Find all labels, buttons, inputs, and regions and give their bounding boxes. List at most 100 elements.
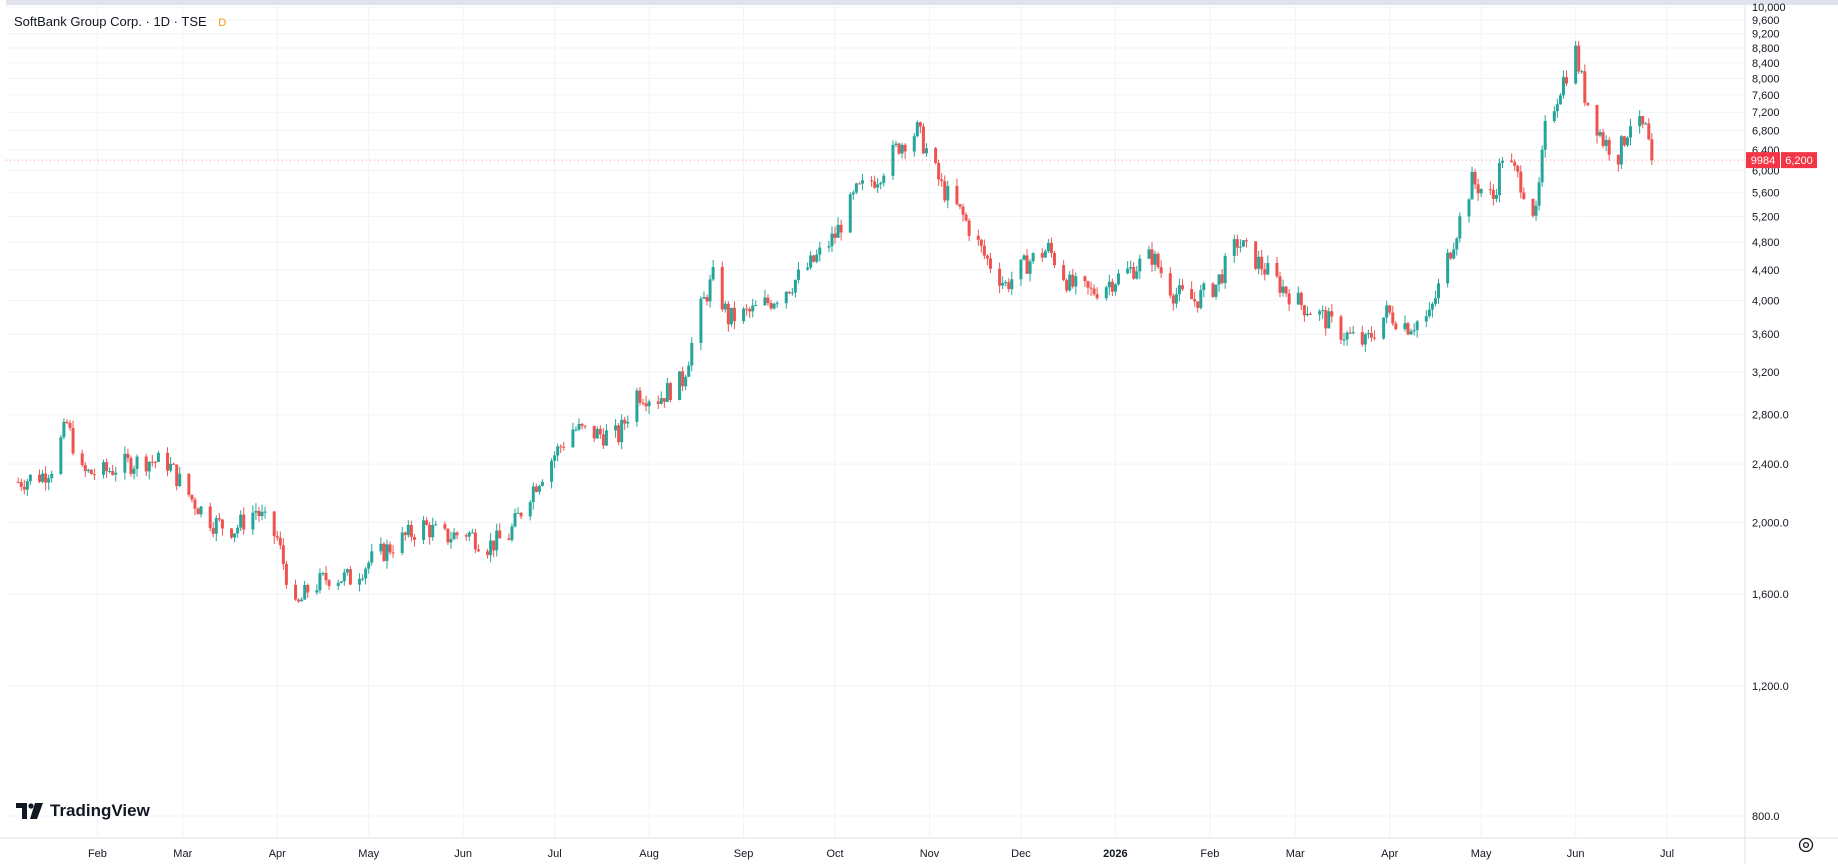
candle-body <box>434 524 438 526</box>
candle-body <box>870 180 874 182</box>
x-tick-label: Mar <box>1286 848 1305 860</box>
candle-body <box>1092 288 1096 295</box>
candle-body <box>1412 330 1416 332</box>
candle-body <box>879 182 883 185</box>
candle-body <box>379 543 383 552</box>
candle-body <box>1561 77 1565 96</box>
candle-body <box>473 532 477 550</box>
candle-body <box>443 524 447 529</box>
candle-body <box>1513 162 1517 166</box>
candle-body <box>934 148 938 163</box>
symbol-legend[interactable]: SoftBank Group Corp. · 1D · TSE D <box>14 14 226 29</box>
gear-icon[interactable] <box>1797 836 1815 854</box>
candle-body <box>937 162 941 180</box>
candle-body <box>534 486 538 492</box>
last-price-tag <box>1781 152 1817 169</box>
candle-body <box>876 184 880 188</box>
candle-body <box>1266 262 1270 275</box>
candle-body <box>193 499 197 509</box>
candle-body <box>1586 102 1590 105</box>
candle-body <box>1217 274 1221 285</box>
candle-body <box>1287 293 1291 305</box>
y-tick-label: 2,400.0 <box>1752 459 1789 471</box>
candle-body <box>196 508 200 515</box>
candle-body <box>388 544 392 553</box>
y-tick-label: 8,400 <box>1752 58 1780 70</box>
candle-body <box>1235 239 1239 248</box>
candle-body <box>1177 285 1181 295</box>
candle-body <box>1281 286 1285 293</box>
candle-body <box>705 297 709 302</box>
candle-body <box>1068 274 1072 291</box>
y-tick-label: 3,600 <box>1752 329 1780 341</box>
candle-body <box>1275 262 1279 277</box>
candle-body <box>1607 139 1611 155</box>
candle-body <box>80 453 84 466</box>
candle-body <box>47 478 51 483</box>
candle-body <box>1647 123 1651 140</box>
candle-body <box>912 136 916 152</box>
candle-body <box>967 220 971 236</box>
candle-body <box>1299 292 1303 306</box>
candle-body <box>230 528 234 538</box>
candle-body <box>1455 238 1459 250</box>
candle-body <box>172 463 176 465</box>
candle-body <box>1388 305 1392 313</box>
candle-body <box>833 233 837 238</box>
candle-body <box>214 518 218 534</box>
candle-body <box>123 453 127 473</box>
candle-body <box>702 297 706 299</box>
candle-body <box>1022 255 1026 260</box>
candle-body <box>50 473 54 479</box>
candle-body <box>1278 276 1282 293</box>
candle-body <box>711 266 715 280</box>
candle-body <box>1366 333 1370 335</box>
candle-body <box>1650 139 1654 161</box>
candle-body <box>1622 136 1626 146</box>
candle-body <box>998 268 1002 286</box>
candle-body <box>1180 285 1184 290</box>
candle-body <box>25 481 29 490</box>
candle-body <box>979 239 983 246</box>
candle-body <box>687 365 691 377</box>
tradingview-logo[interactable]: TradingView <box>16 801 150 821</box>
x-tick-label: Jun <box>454 848 472 860</box>
candle-body <box>793 279 797 293</box>
candle-body <box>732 307 736 322</box>
candle-body <box>723 303 727 310</box>
candle-body <box>1494 195 1498 199</box>
candle-body <box>1168 273 1172 296</box>
candle-body <box>108 471 112 473</box>
candle-body <box>65 421 69 423</box>
y-tick-label: 4,400 <box>1752 265 1780 277</box>
candle-body <box>1232 239 1236 256</box>
candle-body <box>272 511 276 537</box>
candle-body <box>921 126 925 154</box>
candle-body <box>166 452 170 471</box>
candle-body <box>1257 256 1261 269</box>
candle-body <box>1604 139 1608 146</box>
candle-body <box>1595 104 1599 136</box>
candle-body <box>1577 45 1581 72</box>
candle-body <box>297 599 301 602</box>
candle-body <box>775 303 779 305</box>
candle-body <box>1372 337 1376 339</box>
candle-body <box>68 422 72 428</box>
candle-body <box>102 462 106 475</box>
candle-body <box>726 303 730 325</box>
candle-body <box>303 584 307 600</box>
candle-body <box>748 309 752 312</box>
candle-body <box>44 473 48 483</box>
candle-body <box>1074 276 1078 287</box>
candle-body <box>425 520 429 525</box>
candle-body <box>361 578 365 580</box>
candle-body <box>553 455 557 461</box>
candle-body <box>1522 192 1526 200</box>
candle-body <box>620 419 624 443</box>
candle-body <box>1580 71 1584 73</box>
candle-body <box>1619 136 1623 165</box>
candle-body <box>638 390 642 403</box>
candle-body <box>763 297 767 306</box>
candle-body <box>452 532 456 540</box>
